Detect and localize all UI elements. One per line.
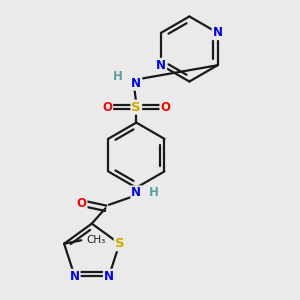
- Text: O: O: [102, 101, 112, 114]
- Text: H: H: [148, 186, 158, 199]
- Text: N: N: [70, 270, 80, 283]
- Text: N: N: [131, 77, 141, 90]
- Text: O: O: [160, 101, 170, 114]
- Text: S: S: [115, 237, 124, 250]
- Text: N: N: [131, 186, 141, 199]
- Text: CH₃: CH₃: [86, 235, 106, 245]
- Text: H: H: [112, 70, 122, 83]
- Text: N: N: [104, 270, 114, 283]
- Text: O: O: [76, 196, 86, 210]
- Text: N: N: [212, 26, 223, 39]
- Text: N: N: [156, 59, 166, 72]
- Text: S: S: [131, 101, 141, 114]
